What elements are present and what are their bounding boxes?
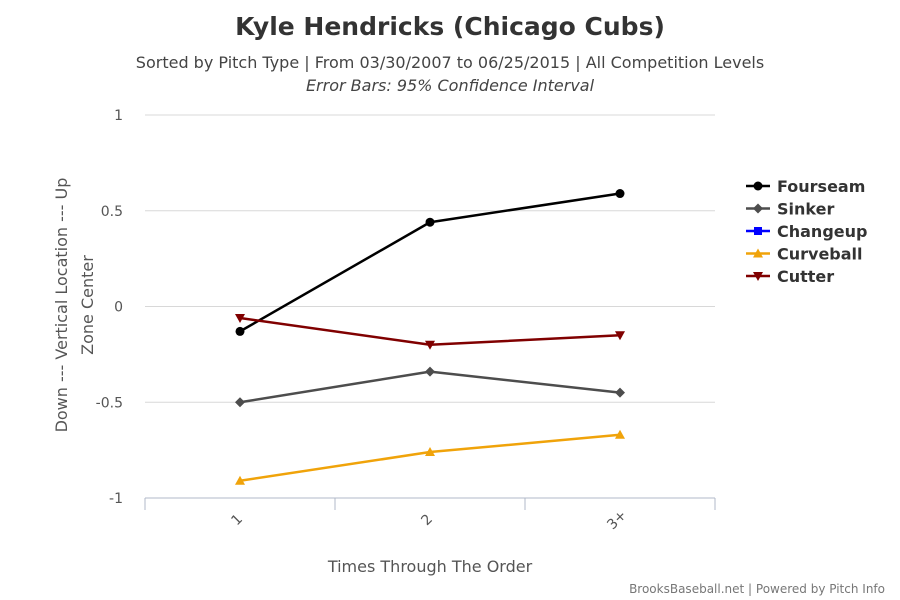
y-tick-label: -1 bbox=[109, 491, 123, 507]
series-line-fourseam bbox=[239, 192, 621, 333]
grid-lines bbox=[145, 114, 715, 403]
legend-label-changeup: Changeup bbox=[777, 222, 867, 241]
x-axis-label: Times Through The Order bbox=[327, 557, 533, 576]
data-point-fourseam bbox=[615, 189, 625, 199]
y-tick-label: -0.5 bbox=[96, 395, 123, 411]
legend-item-curveball[interactable]: Curveball bbox=[746, 245, 863, 264]
chart-credit: BrooksBaseball.net | Powered by Pitch In… bbox=[629, 582, 885, 596]
y-tick-label: 1 bbox=[114, 108, 123, 124]
data-point-cutter bbox=[425, 340, 435, 350]
data-point-fourseam bbox=[425, 217, 435, 227]
series-line-curveball bbox=[239, 433, 621, 483]
legend-marker-sinker bbox=[753, 203, 763, 214]
legend-item-cutter[interactable]: Cutter bbox=[746, 267, 834, 286]
legend-label-curveball: Curveball bbox=[777, 245, 863, 264]
x-axis bbox=[144, 497, 716, 510]
x-tick-label: 3+ bbox=[604, 507, 630, 533]
data-point-curveball bbox=[615, 429, 625, 439]
x-tick-label: 1 bbox=[228, 511, 246, 529]
y-axis-label-line1: Down --- Vertical Location --- Up bbox=[52, 178, 71, 433]
legend-item-sinker[interactable]: Sinker bbox=[746, 200, 834, 219]
legend-marker-cutter bbox=[753, 272, 763, 281]
y-axis-ticks: 1 0.5 0 -0.5 -1 bbox=[96, 108, 123, 507]
legend-label-fourseam: Fourseam bbox=[777, 177, 865, 196]
x-tick-label: 2 bbox=[418, 511, 436, 529]
y-axis-label-line2: Zone Center bbox=[78, 255, 97, 355]
legend[interactable]: Fourseam Sinker Changeup Curveball Cutter bbox=[746, 177, 867, 286]
legend-label-sinker: Sinker bbox=[777, 200, 834, 219]
data-point-fourseam bbox=[235, 326, 245, 336]
legend-label-cutter: Cutter bbox=[777, 267, 834, 286]
legend-item-fourseam[interactable]: Fourseam bbox=[746, 177, 865, 196]
chart-subtitle-error-bars: Error Bars: 95% Confidence Interval bbox=[306, 76, 595, 95]
series-lines bbox=[235, 189, 625, 485]
legend-marker-changeup bbox=[754, 227, 762, 235]
series-line-cutter bbox=[239, 316, 621, 347]
data-point-sinker bbox=[235, 397, 245, 408]
legend-item-changeup[interactable]: Changeup bbox=[746, 222, 867, 241]
data-point-sinker bbox=[615, 387, 625, 398]
chart-subtitle: Sorted by Pitch Type | From 03/30/2007 t… bbox=[136, 53, 764, 72]
data-point-cutter bbox=[235, 313, 245, 323]
legend-marker-curveball bbox=[753, 248, 763, 258]
y-tick-label: 0.5 bbox=[101, 204, 123, 220]
data-point-curveball bbox=[235, 475, 245, 485]
y-tick-label: 0 bbox=[114, 300, 123, 316]
data-point-cutter bbox=[615, 331, 625, 341]
data-point-sinker bbox=[425, 366, 435, 377]
legend-marker-fourseam bbox=[753, 181, 763, 191]
x-axis-tick-labels: 1 2 3+ bbox=[228, 507, 630, 533]
chart-title: Kyle Hendricks (Chicago Cubs) bbox=[235, 12, 665, 41]
data-point-curveball bbox=[425, 447, 435, 457]
